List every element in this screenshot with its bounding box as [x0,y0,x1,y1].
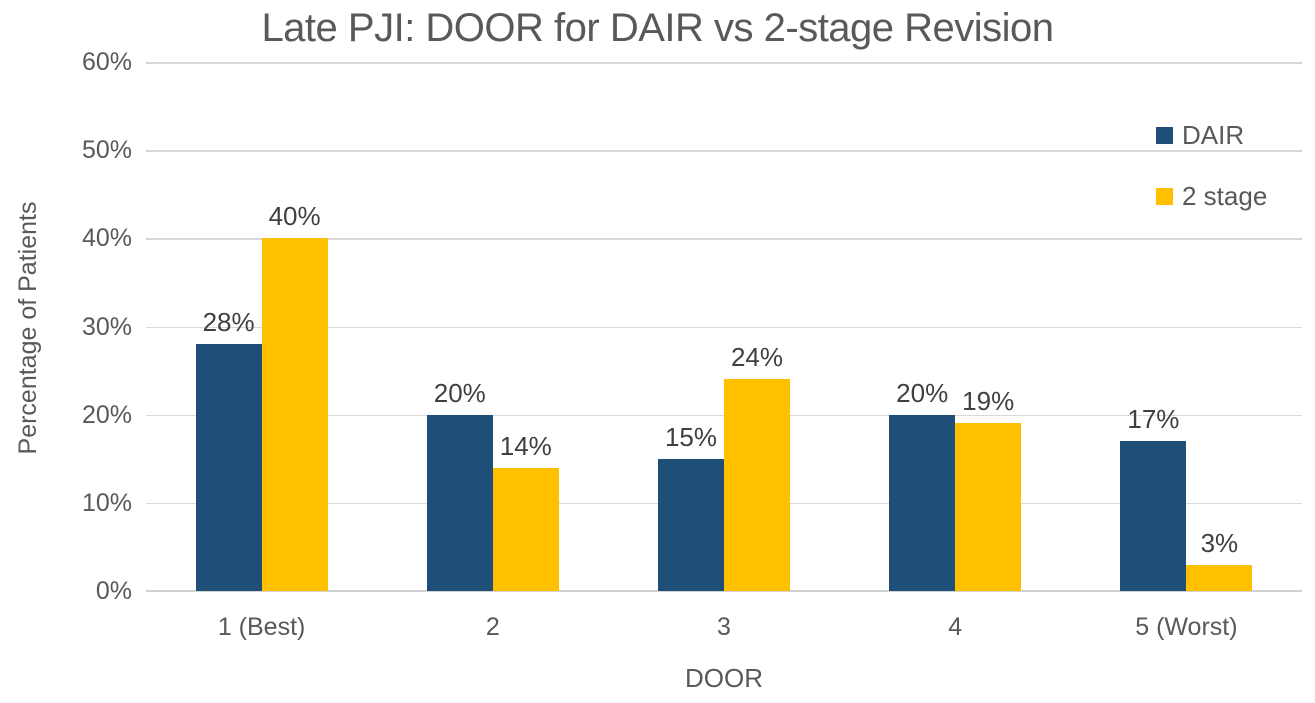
bar-dair [889,414,956,591]
y-tick-label: 40% [81,224,132,253]
legend-item-dair: DAIR [1156,120,1244,150]
bar-2-stage [955,423,1022,591]
y-tick-label: 20% [81,400,132,429]
bar-2-stage [1186,564,1253,591]
x-tick-label: 4 [948,613,963,641]
bar-value-label: 14% [499,430,552,461]
bar-value-label: 15% [664,421,718,452]
legend-label: DAIR [1182,119,1245,150]
legend-item-2-stage: 2 stage [1156,181,1267,211]
x-tick-label: 5 (Worst) [1135,613,1238,641]
bar-dair [195,344,262,591]
y-axis-title: Percentage of Patients [14,201,42,455]
x-tick-label: 3 [717,613,731,641]
bar-2-stage [724,379,790,591]
bar-value-label: 20% [896,377,949,408]
bar-dair [1120,441,1187,591]
x-axis-title: DOOR [685,663,763,693]
legend-swatch-icon [1156,187,1173,205]
bar-2-stage [261,238,328,591]
y-tick-label: 60% [81,48,132,76]
legend-label: 2 stage [1182,180,1268,211]
plot-area: 28% 40% 20% 14% 15% 24% 20% 19% 17% 3% [146,62,1302,592]
x-tick-label: 2 [485,613,500,641]
bar-dair [426,414,493,591]
bar-value-label: 40% [268,201,321,232]
legend-swatch-icon [1156,126,1173,144]
chart-title: Late PJI: DOOR for DAIR vs 2-stage Revis… [261,6,1054,50]
gridline [146,150,1302,152]
bar-value-label: 3% [1200,527,1239,558]
bar-value-label: 19% [962,386,1015,417]
bar-value-label: 17% [1127,404,1180,435]
y-tick-label: 10% [81,488,132,517]
bar-2-stage [492,467,559,591]
x-tick-label: 1 (Best) [217,613,306,641]
y-tick-label: 50% [81,136,132,165]
gridline [146,326,1302,328]
gridline [146,62,1302,64]
bar-value-label: 24% [730,342,784,373]
bar-value-label: 20% [433,377,486,408]
y-tick-label: 30% [81,312,132,341]
y-tick-label: 0% [95,577,132,605]
bar-dair [658,458,724,591]
gridline [146,238,1302,240]
bar-value-label: 28% [202,307,255,338]
